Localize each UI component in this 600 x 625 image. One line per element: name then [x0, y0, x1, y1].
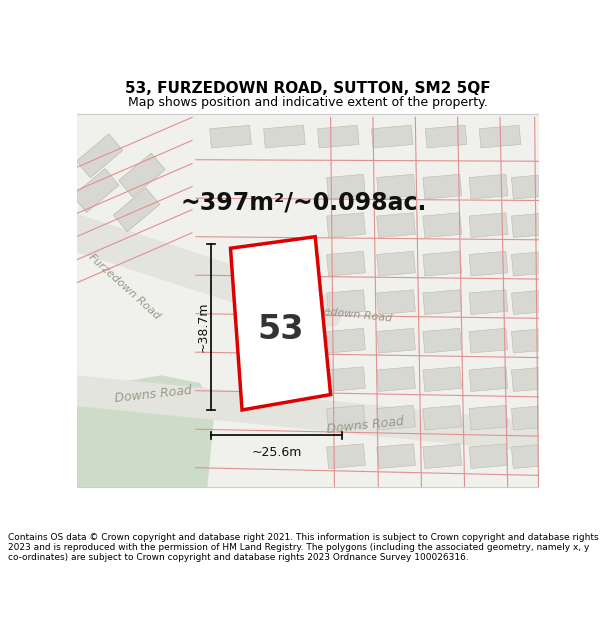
Text: Map shows position and indicative extent of the property.: Map shows position and indicative extent… — [128, 96, 487, 109]
Polygon shape — [469, 405, 508, 430]
Polygon shape — [377, 251, 415, 276]
Text: Furzedown Road: Furzedown Road — [299, 304, 392, 324]
Polygon shape — [423, 367, 461, 391]
Polygon shape — [511, 444, 550, 469]
Polygon shape — [326, 251, 365, 276]
Text: ~38.7m: ~38.7m — [197, 302, 210, 352]
Text: ~397m²/~0.098ac.: ~397m²/~0.098ac. — [181, 190, 427, 214]
Polygon shape — [511, 367, 550, 391]
Polygon shape — [73, 169, 119, 212]
Polygon shape — [326, 213, 365, 238]
Polygon shape — [77, 214, 346, 329]
Polygon shape — [377, 290, 415, 314]
Polygon shape — [511, 290, 550, 314]
Polygon shape — [511, 328, 550, 353]
Polygon shape — [326, 328, 365, 353]
Polygon shape — [326, 367, 365, 391]
Text: 53, FURZEDOWN ROAD, SUTTON, SM2 5QF: 53, FURZEDOWN ROAD, SUTTON, SM2 5QF — [125, 81, 490, 96]
Polygon shape — [469, 328, 508, 353]
Polygon shape — [377, 367, 415, 391]
Polygon shape — [377, 444, 415, 469]
Polygon shape — [326, 174, 365, 199]
Polygon shape — [326, 444, 365, 469]
Polygon shape — [469, 251, 508, 276]
Polygon shape — [511, 251, 550, 276]
Polygon shape — [511, 405, 550, 430]
Bar — [77, 114, 539, 487]
Polygon shape — [469, 213, 508, 238]
Polygon shape — [371, 125, 413, 148]
Polygon shape — [113, 188, 160, 232]
Polygon shape — [77, 375, 215, 487]
Polygon shape — [377, 213, 415, 238]
Polygon shape — [511, 174, 550, 199]
Text: Contains OS data © Crown copyright and database right 2021. This information is : Contains OS data © Crown copyright and d… — [8, 532, 598, 562]
Polygon shape — [317, 125, 359, 148]
Polygon shape — [469, 367, 508, 391]
Text: Downs Road: Downs Road — [114, 384, 193, 405]
Polygon shape — [479, 125, 521, 148]
Polygon shape — [377, 174, 415, 199]
Polygon shape — [423, 444, 461, 469]
Polygon shape — [425, 125, 467, 148]
Polygon shape — [76, 134, 123, 178]
Polygon shape — [423, 405, 461, 430]
Polygon shape — [469, 290, 508, 314]
Text: Downs Road: Downs Road — [326, 415, 404, 436]
Polygon shape — [423, 213, 461, 238]
Polygon shape — [377, 328, 415, 353]
Polygon shape — [423, 251, 461, 276]
Text: Furzedown Road: Furzedown Road — [86, 252, 162, 321]
Text: 53: 53 — [257, 312, 304, 346]
Polygon shape — [230, 237, 331, 410]
Polygon shape — [263, 125, 305, 148]
Polygon shape — [423, 290, 461, 314]
Polygon shape — [210, 125, 251, 148]
Polygon shape — [511, 213, 550, 238]
Polygon shape — [77, 375, 539, 452]
Polygon shape — [469, 174, 508, 199]
Polygon shape — [423, 174, 461, 199]
Text: ~25.6m: ~25.6m — [251, 446, 302, 459]
Polygon shape — [326, 405, 365, 430]
Polygon shape — [377, 405, 415, 430]
Polygon shape — [326, 290, 365, 314]
Polygon shape — [469, 444, 508, 469]
Polygon shape — [119, 153, 165, 197]
Polygon shape — [423, 328, 461, 353]
